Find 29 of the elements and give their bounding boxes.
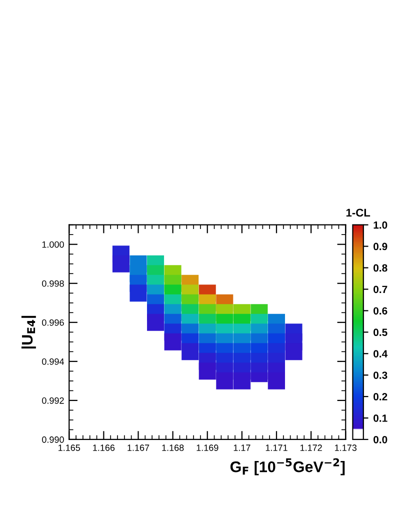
y-axis-title: |U$_{E4}$| xyxy=(21,316,36,348)
x-tick-label: 1.167 xyxy=(128,444,150,451)
color-bar-title: 1-CL xyxy=(346,208,370,217)
color-bar-label: 0.3 xyxy=(374,372,388,379)
x-tick-label: 1.172 xyxy=(300,444,322,451)
y-tick-label: 0.992 xyxy=(42,397,64,404)
color-bar-label: 0.7 xyxy=(374,286,388,294)
color-bar-label: 0.1 xyxy=(374,414,388,422)
y-tick-label: 0.994 xyxy=(42,358,64,365)
x-tick-label: 1.169 xyxy=(196,444,218,451)
color-bar-label: 0.4 xyxy=(374,350,388,358)
y-tick-label: 0.996 xyxy=(42,319,64,326)
x-tick-label: 1.17 xyxy=(234,444,250,451)
color-bar-label: 0.2 xyxy=(374,393,388,400)
x-tick-label: 1.171 xyxy=(266,444,288,451)
x-axis-title: G$_{F}$ [10$^{−5}$GeV$^{−2}$] xyxy=(230,458,345,476)
x-tick-label: 1.168 xyxy=(162,444,184,451)
color-bar-label: 0.8 xyxy=(374,264,388,272)
color-bar-label: 1.0 xyxy=(374,221,388,229)
color-bar-label: 0.0 xyxy=(374,436,388,444)
color-bar-label: 0.9 xyxy=(374,242,388,250)
x-tick-label: 1.173 xyxy=(335,444,357,451)
y-tick-label: 0.998 xyxy=(42,280,64,287)
x-tick-label: 1.165 xyxy=(58,444,80,451)
color-bar-label: 0.5 xyxy=(374,328,388,336)
y-tick-label: 1.000 xyxy=(42,241,64,248)
y-tick-label: 0.990 xyxy=(42,436,64,443)
color-bar-label: 0.6 xyxy=(374,307,388,315)
x-tick-label: 1.166 xyxy=(93,444,115,451)
